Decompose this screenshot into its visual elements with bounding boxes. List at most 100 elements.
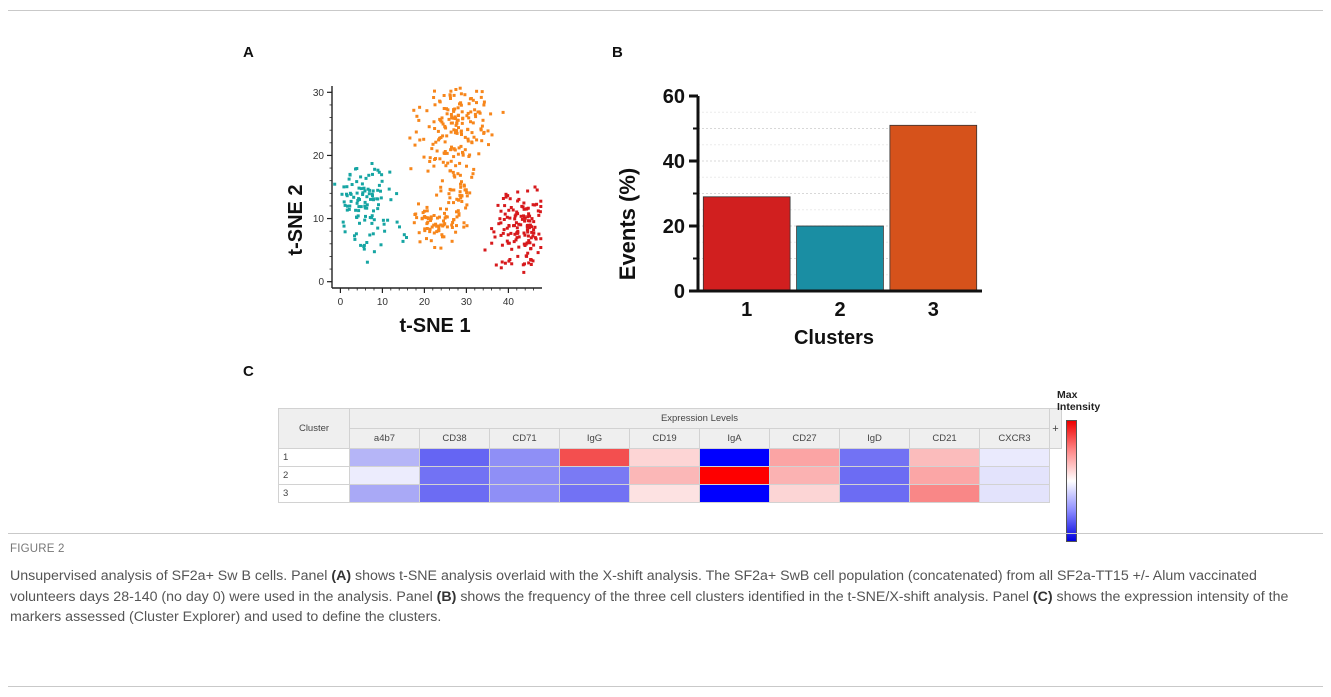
tsne-point-red (522, 231, 526, 235)
heatmap-cell (839, 448, 910, 467)
marker-header-cd71[interactable]: CD71 (489, 428, 560, 449)
tsne-point-teal (340, 192, 344, 196)
tsne-point-orange (438, 215, 441, 219)
bar-y-tick-label: 20 (663, 216, 685, 238)
tsne-point-teal (348, 191, 352, 195)
marker-header-a4b7[interactable]: a4b7 (349, 428, 420, 449)
tsne-point-teal (360, 182, 364, 186)
tsne-point-red (493, 235, 497, 239)
tsne-point-orange (480, 124, 484, 128)
tsne-point-red (507, 224, 511, 228)
tsne-point-red (522, 207, 526, 211)
tsne-point-orange (470, 131, 474, 135)
tsne-point-orange (445, 107, 448, 111)
add-column-button[interactable]: + (1049, 408, 1062, 449)
heatmap-cell (559, 484, 630, 503)
tsne-point-orange (452, 201, 455, 205)
tsne-point-teal (382, 222, 386, 226)
bar-x-axis-label: Clusters (794, 327, 874, 349)
tsne-point-teal (372, 250, 376, 254)
tsne-point-red (498, 217, 502, 221)
tsne-point-orange (461, 116, 465, 120)
tsne-point-red (506, 194, 510, 198)
tsne-point-orange (438, 157, 442, 161)
tsne-point-red (500, 260, 504, 264)
tsne-point-red (535, 188, 539, 192)
tsne-point-orange (456, 209, 460, 213)
marker-header-cxcr3[interactable]: CXCR3 (979, 428, 1050, 449)
tsne-point-orange (463, 93, 467, 97)
tsne-point-orange (452, 188, 456, 192)
tsne-point-teal (359, 243, 363, 247)
tsne-point-orange (449, 89, 453, 93)
tsne-point-orange (436, 229, 440, 233)
marker-header-cd19[interactable]: CD19 (629, 428, 700, 449)
panel-label-b: B (612, 44, 623, 61)
tsne-point-orange (445, 112, 449, 116)
heatmap-cell (489, 466, 560, 485)
cluster-row-label: 3 (278, 484, 350, 503)
heatmap-cell (419, 466, 490, 485)
tsne-point-red (503, 204, 507, 208)
tsne-point-orange (446, 161, 450, 165)
tsne-point-teal (345, 185, 349, 189)
tsne-point-orange (444, 126, 448, 130)
tsne-point-red (534, 237, 538, 241)
tsne-point-orange (464, 206, 468, 210)
heatmap-cell (559, 448, 630, 467)
tsne-point-teal (362, 244, 366, 248)
tsne-point-teal (365, 195, 369, 199)
tsne-point-red (516, 199, 520, 203)
tsne-point-teal (370, 192, 374, 196)
tsne-point-orange (415, 114, 419, 118)
tsne-point-orange (455, 129, 459, 133)
tsne-point-orange (429, 215, 433, 219)
tsne-point-red (507, 208, 511, 212)
heatmap-cell (419, 484, 490, 503)
tsne-point-red (510, 262, 514, 266)
marker-header-cd27[interactable]: CD27 (769, 428, 840, 449)
tsne-point-teal (357, 209, 361, 213)
tsne-point-red (528, 241, 532, 245)
tsne-point-orange (445, 225, 449, 229)
tsne-point-orange (452, 173, 456, 177)
tsne-point-orange (409, 167, 413, 171)
tsne-point-orange (455, 224, 458, 228)
tsne-point-orange (422, 155, 426, 159)
table-row[interactable]: 3 (278, 484, 1062, 503)
tsne-y-axis-label: t-SNE 2 (285, 184, 307, 255)
tsne-point-orange (439, 119, 443, 123)
tsne-point-red (538, 210, 542, 214)
marker-header-cd38[interactable]: CD38 (419, 428, 490, 449)
tsne-point-red (532, 243, 536, 247)
tsne-point-teal (358, 198, 361, 201)
tsne-point-teal (355, 167, 359, 170)
tsne-point-teal (363, 218, 367, 222)
tsne-point-teal (367, 173, 371, 177)
tsne-point-orange (457, 198, 461, 202)
tsne-point-teal (380, 173, 384, 177)
tsne-point-orange (425, 227, 429, 230)
tsne-point-red (508, 216, 512, 220)
tsne-point-red (500, 243, 504, 247)
tsne-point-orange (475, 138, 479, 142)
tsne-point-orange (428, 160, 432, 163)
tsne-point-orange (460, 180, 463, 184)
tsne-point-orange (452, 147, 456, 151)
marker-header-igd[interactable]: IgD (839, 428, 910, 449)
cluster-column-header: Cluster (278, 408, 350, 449)
figure-label: FIGURE 2 (10, 543, 65, 555)
table-row[interactable]: 1 (278, 448, 1062, 467)
figure-divider (8, 533, 1323, 534)
tsne-point-orange (442, 219, 445, 223)
marker-header-cd21[interactable]: CD21 (909, 428, 980, 449)
tsne-x-tick-label: 10 (377, 297, 389, 308)
marker-header-igg[interactable]: IgG (559, 428, 630, 449)
tsne-point-teal (405, 236, 408, 239)
tsne-x-tick-label: 40 (503, 297, 515, 308)
heatmap-cell (909, 466, 980, 485)
tsne-point-red (527, 261, 531, 265)
bar-y-tick-label: 40 (663, 151, 685, 173)
marker-header-iga[interactable]: IgA (699, 428, 770, 449)
table-row[interactable]: 2 (278, 466, 1062, 485)
